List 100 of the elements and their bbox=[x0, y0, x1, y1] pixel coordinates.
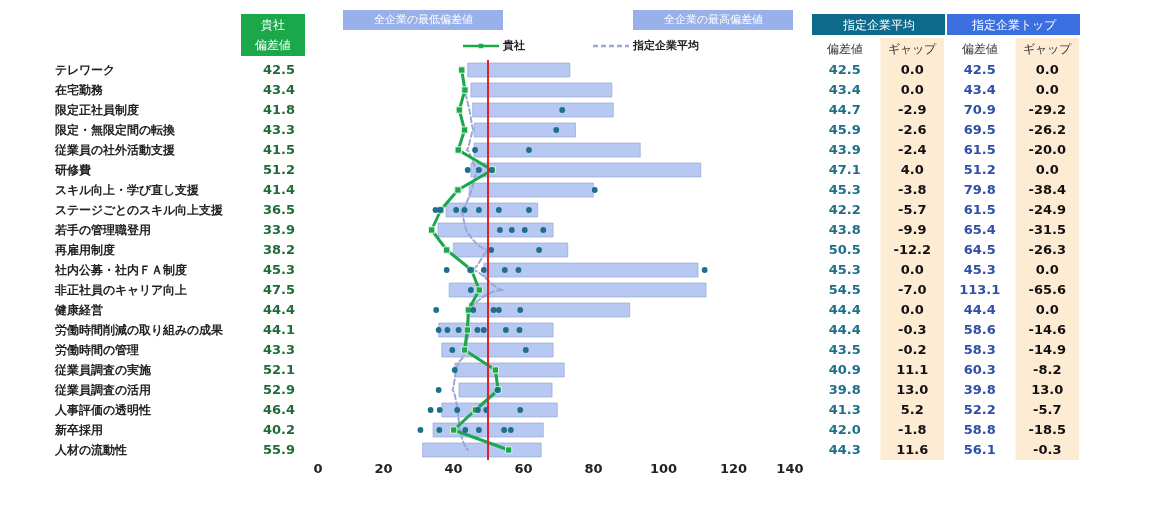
data-label: 33.9 bbox=[262, 222, 295, 237]
data-label: 45.3 bbox=[262, 262, 295, 277]
data-label: -65.6 bbox=[1028, 282, 1066, 297]
data-label: -12.2 bbox=[893, 242, 931, 257]
data-label: -2.6 bbox=[898, 122, 927, 137]
data-label: 64.5 bbox=[963, 242, 996, 257]
data-label: -18.5 bbox=[1028, 422, 1066, 437]
x-tick-label: 120 bbox=[719, 460, 748, 476]
y-tick-label: ステージごとのスキル向上支援 bbox=[55, 203, 224, 217]
y-tick-label: 健康経営 bbox=[54, 303, 103, 317]
data-label: 52.1 bbox=[262, 362, 295, 377]
data-label: 40.2 bbox=[262, 422, 295, 437]
data-label: 42.5 bbox=[828, 62, 861, 77]
data-label: -2.4 bbox=[898, 142, 927, 157]
data-label: -5.7 bbox=[1033, 402, 1062, 417]
data-label: 79.8 bbox=[963, 182, 996, 197]
y-tick-label: 労働時間削減の取り組みの成果 bbox=[55, 323, 224, 337]
data-label: 44.4 bbox=[828, 322, 861, 337]
data-label: 38.2 bbox=[262, 242, 295, 257]
y-tick-label: 新卒採用 bbox=[54, 423, 103, 437]
data-label: 42.5 bbox=[963, 62, 996, 77]
data-label: 13.0 bbox=[896, 382, 929, 397]
data-label: -7.0 bbox=[898, 282, 927, 297]
data-label: 39.8 bbox=[963, 382, 996, 397]
data-label: -1.8 bbox=[898, 422, 927, 437]
y-tick-label: 限定正社員制度 bbox=[55, 103, 139, 117]
y-tick-label: 研修費 bbox=[54, 163, 91, 177]
data-label: 65.4 bbox=[963, 222, 996, 237]
text: 指定企業平均 bbox=[841, 18, 915, 32]
data-label: 45.3 bbox=[828, 182, 861, 197]
data-label: 4.0 bbox=[900, 162, 924, 177]
data-label: 47.5 bbox=[262, 282, 295, 297]
data-label: 44.4 bbox=[828, 302, 861, 317]
x-tick-label: 100 bbox=[649, 460, 678, 476]
data-label: 0.0 bbox=[900, 82, 924, 97]
data-label: 44.4 bbox=[963, 302, 996, 317]
data-label: 41.5 bbox=[262, 142, 295, 157]
data-label: 50.5 bbox=[828, 242, 861, 257]
y-tick-label: 人材の流動性 bbox=[54, 443, 127, 457]
data-label: -9.9 bbox=[898, 222, 927, 237]
data-label: 44.3 bbox=[828, 442, 861, 457]
data-label: 43.3 bbox=[262, 122, 295, 137]
data-label: 43.4 bbox=[828, 82, 861, 97]
y-tick-label: 人事評価の透明性 bbox=[54, 403, 151, 417]
y-tick-label: 従業員調査の活用 bbox=[54, 383, 151, 397]
data-label: 11.6 bbox=[896, 442, 929, 457]
data-label: -26.3 bbox=[1028, 242, 1066, 257]
data-label: 60.3 bbox=[963, 362, 996, 377]
data-label: 55.9 bbox=[262, 442, 295, 457]
x-tick-label: 20 bbox=[374, 460, 393, 476]
data-label: -8.2 bbox=[1033, 362, 1062, 377]
data-label: 69.5 bbox=[963, 122, 996, 137]
data-label: 45.9 bbox=[828, 122, 861, 137]
data-label: 5.2 bbox=[900, 402, 924, 417]
data-label: 45.3 bbox=[963, 262, 996, 277]
y-tick-label: スキル向上・学び直し支援 bbox=[55, 183, 200, 197]
data-label: 43.4 bbox=[963, 82, 996, 97]
y-tick-label: 若手の管理職登用 bbox=[54, 223, 151, 237]
text: 貴社 bbox=[261, 18, 285, 32]
x-tick-label: 0 bbox=[313, 460, 323, 476]
data-label: 43.4 bbox=[262, 82, 295, 97]
data-label: -20.0 bbox=[1028, 142, 1066, 157]
x-tick-label: ギャップ bbox=[1023, 42, 1073, 56]
data-label: 43.3 bbox=[262, 342, 295, 357]
data-label: 45.3 bbox=[828, 262, 861, 277]
legend-label: 貴社 bbox=[502, 39, 525, 52]
data-label: -31.5 bbox=[1028, 222, 1066, 237]
data-label: 42.0 bbox=[828, 422, 861, 437]
data-label: 0.0 bbox=[900, 262, 924, 277]
data-label: 43.9 bbox=[828, 142, 861, 157]
data-label: 41.3 bbox=[828, 402, 861, 417]
data-label: 0.0 bbox=[1035, 302, 1059, 317]
data-label: -5.7 bbox=[898, 202, 927, 217]
data-label: -14.9 bbox=[1028, 342, 1066, 357]
data-label: 42.5 bbox=[262, 62, 295, 77]
data-label: -3.8 bbox=[898, 182, 927, 197]
data-label: 41.8 bbox=[262, 102, 295, 117]
x-tick-label: ギャップ bbox=[888, 42, 938, 56]
data-label: 42.2 bbox=[828, 202, 861, 217]
y-tick-label: 在宅勤務 bbox=[54, 83, 104, 97]
data-label: 46.4 bbox=[262, 402, 295, 417]
data-label: 0.0 bbox=[1035, 262, 1059, 277]
data-label: 0.0 bbox=[1035, 82, 1059, 97]
text: 全企業の最高偏差値 bbox=[663, 13, 763, 26]
data-label: 40.9 bbox=[828, 362, 861, 377]
data-label: 51.2 bbox=[963, 162, 996, 177]
data-label: 36.5 bbox=[262, 202, 295, 217]
data-label: 51.2 bbox=[262, 162, 295, 177]
y-tick-label: 従業員の社外活動支援 bbox=[54, 143, 176, 157]
x-tick-label: 偏差値 bbox=[826, 42, 863, 56]
data-label: 52.9 bbox=[262, 382, 295, 397]
y-tick-label: 非正社員のキャリア向上 bbox=[54, 283, 187, 297]
x-tick-label: 140 bbox=[776, 460, 804, 476]
y-tick-label: 限定・無限定間の転換 bbox=[55, 123, 176, 137]
data-label: -26.2 bbox=[1028, 122, 1066, 137]
legend-label: 指定企業平均 bbox=[632, 39, 699, 52]
data-label: 11.1 bbox=[896, 362, 929, 377]
data-label: -0.3 bbox=[898, 322, 927, 337]
data-label: 0.0 bbox=[900, 302, 924, 317]
data-label: -0.2 bbox=[898, 342, 927, 357]
